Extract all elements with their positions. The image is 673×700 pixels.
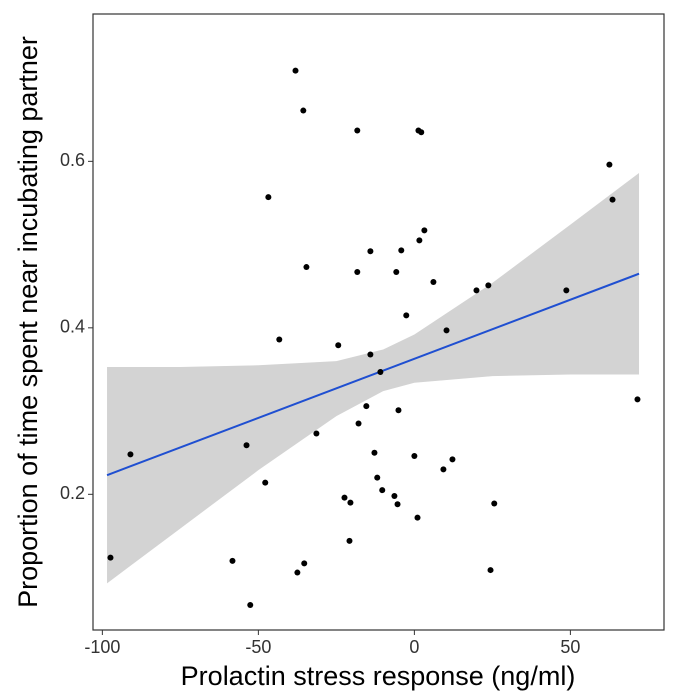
point [262, 479, 269, 486]
point [347, 499, 354, 506]
y-tick-label: 0.2 [60, 483, 85, 503]
point [379, 487, 386, 494]
y-tick-label: 0.4 [60, 317, 85, 337]
point [355, 420, 362, 427]
x-tick-label: -100 [84, 637, 120, 657]
point [398, 247, 405, 254]
point [247, 602, 254, 609]
point [276, 336, 283, 343]
point [363, 403, 370, 410]
point [367, 351, 374, 358]
x-tick-label: -50 [245, 637, 271, 657]
point [449, 456, 456, 463]
point [403, 312, 410, 319]
point [292, 67, 299, 74]
point [354, 127, 361, 134]
point [443, 327, 450, 334]
point [377, 368, 384, 375]
point [485, 282, 492, 289]
point [391, 492, 398, 499]
point [371, 449, 378, 456]
point [303, 264, 310, 271]
point [430, 279, 437, 286]
point [416, 237, 423, 244]
fit-line [106, 272, 640, 477]
confidence-band [107, 172, 640, 584]
point [300, 107, 307, 114]
point [414, 514, 421, 521]
point [491, 500, 498, 507]
point [301, 560, 308, 567]
point [354, 269, 361, 276]
point [473, 287, 480, 294]
point [229, 557, 236, 564]
point [418, 129, 425, 136]
point [606, 161, 613, 168]
point [411, 453, 418, 460]
x-tick-label: 0 [409, 637, 419, 657]
x-axis-title: Prolactin stress response (ng/ml) [181, 661, 576, 691]
point [335, 342, 342, 349]
point [421, 227, 428, 234]
point [346, 537, 353, 544]
point [243, 442, 250, 449]
point [563, 287, 570, 294]
point [440, 466, 447, 473]
point [107, 554, 114, 561]
point [265, 194, 272, 201]
point [394, 501, 401, 508]
x-tick-label: 50 [560, 637, 580, 657]
point [609, 196, 616, 203]
point [487, 567, 494, 574]
y-tick-label: 0.6 [60, 150, 85, 170]
point [634, 396, 641, 403]
point [367, 248, 374, 255]
point [313, 430, 320, 437]
plot-border [92, 13, 665, 631]
point [395, 407, 402, 414]
point [341, 494, 348, 501]
point [374, 474, 381, 481]
point [294, 569, 301, 576]
point [393, 269, 400, 276]
y-axis-title: Proportion of time spent near incubating… [13, 36, 43, 608]
point [127, 451, 134, 458]
